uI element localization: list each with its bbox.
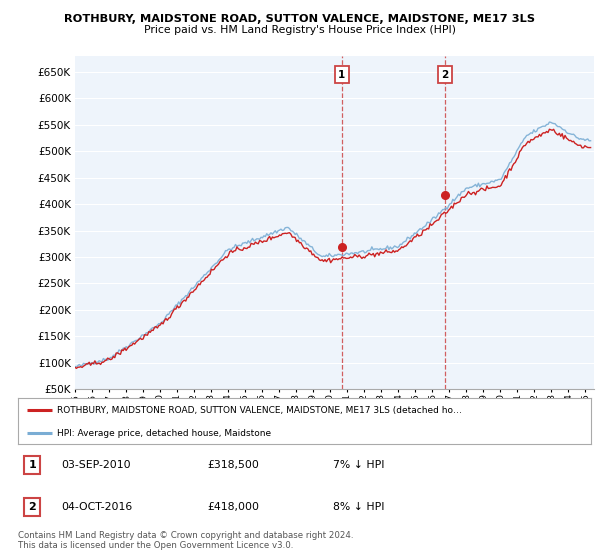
Text: 1: 1	[28, 460, 36, 470]
Text: 2: 2	[28, 502, 36, 512]
Text: 1: 1	[338, 69, 345, 80]
Text: ROTHBURY, MAIDSTONE ROAD, SUTTON VALENCE, MAIDSTONE, ME17 3LS: ROTHBURY, MAIDSTONE ROAD, SUTTON VALENCE…	[65, 14, 536, 24]
Text: Price paid vs. HM Land Registry's House Price Index (HPI): Price paid vs. HM Land Registry's House …	[144, 25, 456, 35]
Text: 7% ↓ HPI: 7% ↓ HPI	[333, 460, 385, 470]
Text: 03-SEP-2010: 03-SEP-2010	[61, 460, 131, 470]
Text: £418,000: £418,000	[207, 502, 259, 512]
Text: 2: 2	[442, 69, 449, 80]
Text: Contains HM Land Registry data © Crown copyright and database right 2024.
This d: Contains HM Land Registry data © Crown c…	[18, 531, 353, 550]
Text: HPI: Average price, detached house, Maidstone: HPI: Average price, detached house, Maid…	[57, 429, 271, 438]
Text: ROTHBURY, MAIDSTONE ROAD, SUTTON VALENCE, MAIDSTONE, ME17 3LS (detached ho…: ROTHBURY, MAIDSTONE ROAD, SUTTON VALENCE…	[57, 406, 462, 415]
Text: £318,500: £318,500	[207, 460, 259, 470]
Text: 8% ↓ HPI: 8% ↓ HPI	[333, 502, 385, 512]
Text: 04-OCT-2016: 04-OCT-2016	[61, 502, 132, 512]
